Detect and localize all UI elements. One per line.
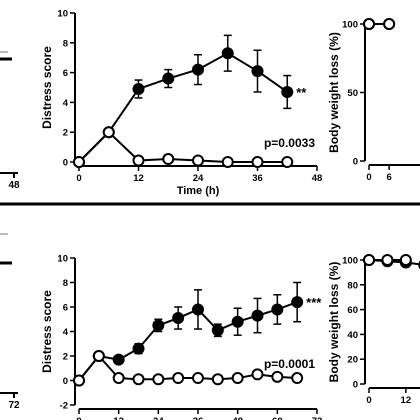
y-axis-label: Distress score	[40, 46, 54, 129]
data-point-open	[231, 372, 244, 385]
x-tick-label: 12	[133, 173, 144, 184]
y-tick-label: 80	[347, 280, 358, 291]
data-point-filled	[172, 312, 185, 325]
y-tick-label: 8	[63, 38, 68, 49]
data-point-open	[92, 350, 105, 362]
y-tick-label: 100	[342, 20, 358, 31]
p-value-label: p=0.0033	[264, 136, 315, 150]
data-point-open	[363, 18, 375, 30]
data-point-open	[152, 373, 165, 386]
data-point-open	[162, 153, 175, 166]
y-axis-label: Body weight loss (%)	[327, 32, 341, 153]
x-tick-label: 24	[153, 416, 164, 420]
y-axis-label: Body weight loss (%)	[327, 262, 341, 383]
data-point-filled	[251, 65, 264, 78]
y-tick-label: 0	[353, 157, 358, 168]
data-point-open	[291, 372, 304, 385]
x-tick-label: 72	[312, 416, 323, 420]
x-tick-label: 0	[366, 395, 371, 406]
data-point-open	[132, 154, 145, 167]
data-point-filled	[192, 303, 204, 316]
x-tick-label: 12	[113, 416, 124, 420]
data-point-filled	[231, 315, 244, 328]
y-tick-label: 10	[57, 9, 68, 20]
x-tick-label: 48	[8, 180, 20, 191]
data-point-filled	[251, 309, 264, 322]
data-point-filled	[112, 353, 125, 366]
data-point-open	[211, 373, 224, 386]
data-point-open	[102, 126, 115, 139]
data-point-filled	[271, 303, 284, 316]
data-point-filled	[281, 85, 294, 98]
data-point-open	[73, 374, 85, 387]
chart-panel-top-right-partial: 0 50 100 0 6 Body weight loss (%)	[327, 18, 420, 183]
data-point-open	[251, 156, 264, 168]
x-tick-label: 24	[193, 173, 204, 184]
data-point-filled	[132, 82, 145, 95]
y-tick-label: 2	[63, 128, 68, 139]
data-point-open	[399, 254, 412, 266]
data-point-filled	[152, 319, 165, 332]
significance-stars: ***	[306, 295, 322, 310]
x-tick-label: 36	[193, 416, 204, 420]
x-tick-label: 60	[272, 416, 283, 420]
y-tick-label: 2	[63, 352, 68, 363]
data-point-filled	[192, 63, 204, 76]
chart-panel-top-left-partial: 48	[0, 51, 20, 191]
data-point-filled	[291, 296, 304, 309]
y-tick-label: 100	[342, 256, 358, 267]
y-tick-label: 0	[63, 376, 68, 387]
y-tick-label: 50	[347, 88, 358, 99]
x-tick-label: 6	[386, 172, 391, 183]
p-value-label: p=0.0001	[264, 357, 315, 371]
x-axis-label: Time (h)	[177, 185, 220, 197]
y-axis-label: Distress score	[40, 290, 54, 373]
y-tick-label: 4	[63, 327, 69, 338]
y-tick-label: 6	[63, 303, 68, 314]
data-point-filled	[211, 324, 224, 337]
x-tick-label: 48	[232, 416, 243, 420]
y-tick-label: 40	[347, 330, 358, 341]
x-tick-label: 12	[401, 395, 412, 406]
data-point-open	[112, 372, 125, 385]
data-point-open	[383, 18, 396, 30]
data-point-open	[271, 370, 284, 383]
y-tick-label: 60	[347, 305, 358, 316]
data-point-open	[73, 156, 85, 168]
x-tick-label: 36	[252, 173, 263, 184]
data-point-open	[363, 254, 375, 266]
chart-panel-bottom-left-partial: 72	[0, 233, 20, 411]
x-tick-label: 0	[366, 172, 371, 183]
y-tick-label: 10	[57, 254, 68, 265]
data-point-filled	[221, 47, 234, 60]
x-tick-label: 0	[76, 173, 81, 184]
y-tick-label: 4	[63, 98, 69, 109]
chart-panel-bottom-middle: -202468100122436486072Time (h)Distress s…	[40, 254, 322, 420]
y-tick-label: 6	[63, 68, 68, 79]
x-tick-label: 0	[76, 416, 81, 420]
data-point-open	[251, 368, 264, 381]
y-tick-label: 8	[63, 278, 68, 289]
data-point-filled	[132, 342, 145, 355]
data-point-open	[381, 254, 394, 266]
y-tick-label: 0	[353, 380, 358, 391]
x-tick-label: 48	[312, 173, 323, 184]
x-tick-label: 72	[8, 400, 20, 411]
data-point-open	[281, 156, 294, 168]
data-point-open	[172, 372, 185, 385]
y-tick-label: 20	[347, 355, 358, 366]
significance-stars: **	[296, 85, 307, 100]
y-tick-label: -2	[60, 401, 68, 412]
y-tick-label: 0	[63, 158, 68, 169]
data-point-open	[192, 154, 204, 167]
data-point-filled	[162, 72, 175, 85]
data-point-open	[132, 373, 145, 386]
data-point-open	[221, 156, 234, 168]
chart-panel-bottom-right-partial: 0 20 40 60 80 100 0 12 Body weight loss (%)	[327, 254, 420, 406]
data-point-open	[192, 372, 204, 385]
